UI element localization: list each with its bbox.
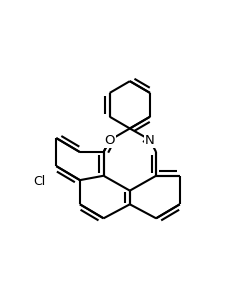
Text: O: O xyxy=(104,134,115,147)
Text: Cl: Cl xyxy=(33,175,45,187)
Text: N: N xyxy=(144,134,154,147)
